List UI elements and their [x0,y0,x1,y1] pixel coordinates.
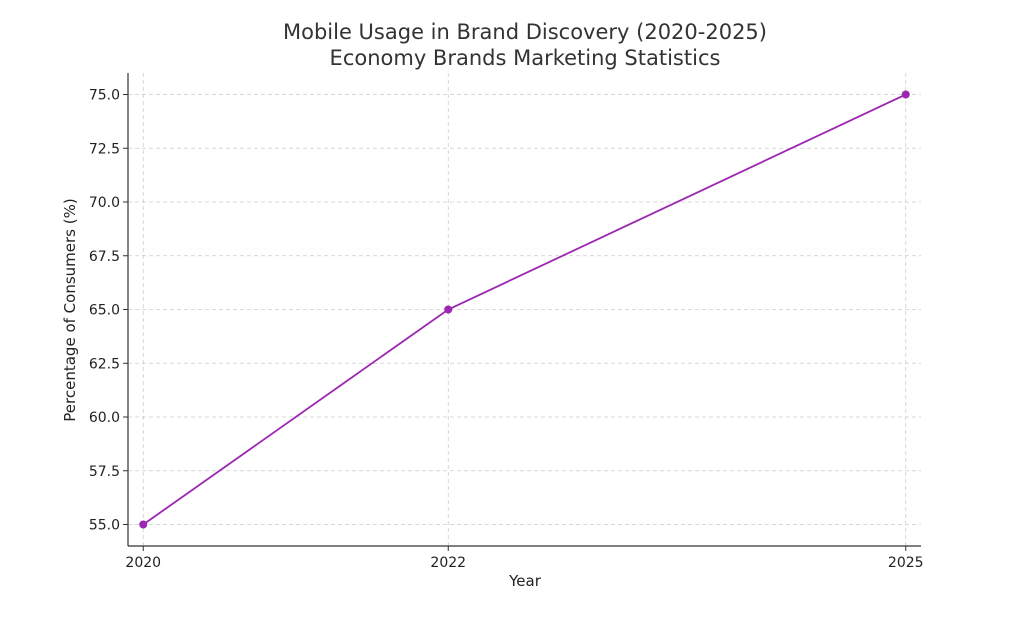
y-tick-label: 67.5 [89,249,120,265]
y-tick-label: 75.0 [89,88,120,104]
series-layer [139,90,910,529]
data-point [444,305,453,314]
chart-subtitle: Economy Brands Marketing Statistics [330,46,721,70]
x-tick-label: 2020 [125,555,161,571]
x-tick-label: 2025 [888,555,924,571]
y-tick-label: 62.5 [89,356,120,372]
grid-lines [128,73,921,546]
y-tick-label: 70.0 [89,195,120,211]
axes [123,73,921,551]
y-tick-label: 60.0 [89,410,120,426]
x-tick-label: 2022 [430,555,466,571]
y-tick-label: 65.0 [89,303,120,319]
data-point [139,520,148,529]
tick-labels: 55.0 57.5 60.0 62.5 65.0 67.5 70.0 72.5 75.0 2020… [89,88,924,572]
y-tick-label: 57.5 [89,464,120,480]
x-axis-label: Year [508,572,542,590]
y-tick-label: 55.0 [89,518,120,534]
data-point [901,90,910,99]
chart-title: Mobile Usage in Brand Discovery (2020-20… [283,20,767,44]
y-tick-label: 72.5 [89,141,120,157]
y-axis-label: Percentage of Consumers (%) [61,198,79,421]
